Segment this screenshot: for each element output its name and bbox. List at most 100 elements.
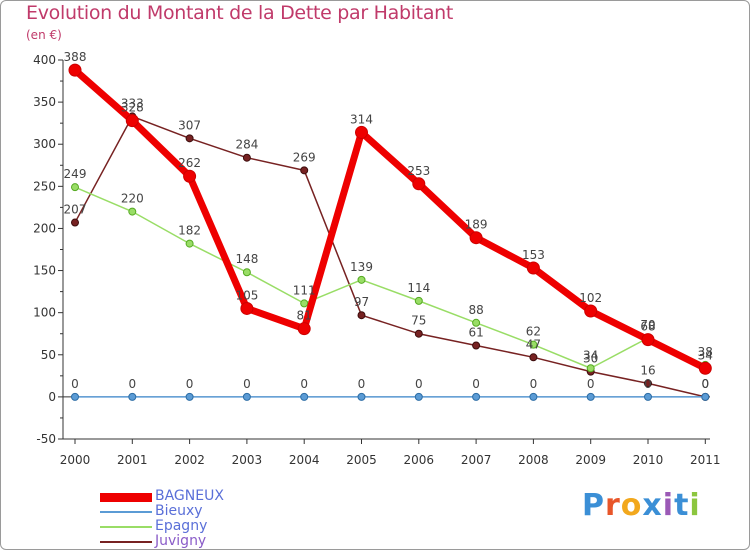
data-point-bieuxy	[128, 392, 137, 401]
legend-item-juvigny: Juvigny	[100, 533, 300, 550]
data-point-bagneux	[297, 322, 311, 336]
series-lines	[68, 63, 712, 401]
data-point-bagneux	[240, 301, 254, 315]
data-label-bagneux: 102	[579, 291, 602, 305]
data-label-bieuxy: 0	[358, 377, 366, 391]
x-tick-label: 2001	[117, 453, 148, 467]
y-tick-label: 400	[33, 53, 56, 67]
data-label-epagny: 111	[293, 283, 316, 297]
legend-swatch	[100, 511, 152, 513]
data-point-bagneux	[526, 261, 540, 275]
data-point-bagneux	[183, 169, 197, 183]
data-point-epagny	[586, 364, 595, 373]
data-point-juvigny	[185, 134, 194, 143]
data-point-epagny	[300, 299, 309, 308]
data-point-bieuxy	[529, 392, 538, 401]
data-point-bieuxy	[242, 392, 251, 401]
data-label-juvigny: 30	[583, 352, 598, 366]
y-tick-label: 250	[33, 179, 56, 193]
data-label-bagneux: 314	[350, 112, 373, 126]
data-label-juvigny: 47	[526, 337, 541, 351]
chart-title: Evolution du Montant de la Dette par Hab…	[26, 2, 454, 24]
data-point-juvigny	[472, 341, 481, 350]
data-point-epagny	[357, 275, 366, 284]
x-tick-label: 2003	[232, 453, 263, 467]
data-point-epagny	[529, 340, 538, 349]
data-point-bieuxy	[644, 392, 652, 401]
data-label-juvigny: 307	[178, 118, 201, 132]
data-label-epagny: 182	[178, 224, 201, 238]
y-tick-label: 0	[48, 390, 56, 404]
data-point-epagny	[128, 207, 137, 216]
x-tick-label: 2005	[346, 453, 377, 467]
data-label-juvigny: 75	[411, 314, 426, 328]
data-label-juvigny: 269	[293, 150, 316, 164]
data-label-epagny: 220	[121, 192, 144, 206]
data-labels: 388 328 262 105 81 314 253 189 153 102 68 34 0 0 0 0 0 0 0…	[64, 50, 713, 391]
data-label-epagny: 88	[468, 303, 483, 317]
x-tick-label: 2011	[690, 453, 721, 467]
data-point-bagneux	[68, 63, 82, 77]
data-point-epagny	[414, 296, 423, 305]
data-label-bieuxy: 0	[71, 377, 79, 391]
data-label-juvigny: 207	[64, 203, 87, 217]
data-label-bieuxy: 0	[587, 377, 595, 391]
data-point-bieuxy	[701, 392, 710, 401]
legend-label: Bieuxy	[155, 503, 203, 519]
legend-item-bagneux: BAGNEUX	[100, 488, 300, 505]
legend-swatch	[100, 492, 152, 502]
data-label-epagny: 38	[698, 345, 713, 359]
x-tick-label: 2010	[633, 453, 664, 467]
data-point-bieuxy	[414, 392, 423, 401]
data-point-epagny	[242, 268, 251, 277]
y-tick-label: 350	[33, 95, 56, 109]
legend-label: Epagny	[155, 518, 208, 534]
data-point-bieuxy	[300, 392, 309, 401]
data-point-bagneux	[584, 304, 598, 318]
data-point-juvigny	[414, 329, 423, 338]
data-label-juvigny: 284	[235, 138, 258, 152]
data-label-bagneux: 153	[522, 248, 545, 262]
data-label-bieuxy: 0	[300, 377, 308, 391]
data-label-juvigny: 16	[640, 363, 655, 377]
legend-swatch	[100, 541, 152, 543]
data-label-juvigny: 333	[121, 96, 144, 110]
legend-label: Juvigny	[155, 533, 207, 549]
y-tick-label: 50	[41, 348, 56, 362]
data-label-bagneux: 328	[121, 101, 144, 115]
data-label-epagny: 148	[235, 252, 258, 266]
data-label-epagny: 139	[350, 260, 373, 274]
data-point-juvigny	[71, 218, 79, 227]
data-point-juvigny	[644, 379, 652, 388]
data-label-bieuxy: 0	[415, 377, 423, 391]
x-tick-label: 2006	[404, 453, 435, 467]
data-point-bagneux	[469, 231, 483, 245]
data-label-epagny: 34	[583, 348, 598, 362]
data-label-bieuxy: 0	[243, 377, 251, 391]
legend-label: BAGNEUX	[155, 488, 224, 504]
data-point-bagneux	[641, 333, 655, 347]
y-tick-label: -50	[36, 432, 56, 446]
data-point-bieuxy	[472, 392, 481, 401]
data-point-juvigny	[242, 153, 251, 162]
data-label-bagneux: 68	[640, 320, 655, 334]
y-tick-label: 300	[33, 137, 56, 151]
data-label-bieuxy: 0	[701, 377, 709, 391]
series-line-bagneux	[71, 66, 709, 372]
data-label-bagneux: 189	[465, 218, 488, 232]
data-point-epagny	[185, 239, 194, 248]
data-point-epagny	[71, 183, 79, 192]
data-label-bagneux: 253	[407, 164, 430, 178]
data-point-bagneux	[698, 361, 712, 375]
x-tick-label: 2009	[575, 453, 606, 467]
proxiti-logo: Proxiti	[582, 488, 701, 523]
data-label-juvigny: 0	[701, 377, 709, 391]
x-tick-label: 2008	[518, 453, 549, 467]
data-label-bieuxy: 0	[530, 377, 538, 391]
data-label-bieuxy: 0	[472, 377, 480, 391]
data-label-bagneux: 388	[64, 50, 87, 64]
data-point-juvigny	[300, 166, 309, 175]
y-tick-label: 100	[33, 306, 56, 320]
